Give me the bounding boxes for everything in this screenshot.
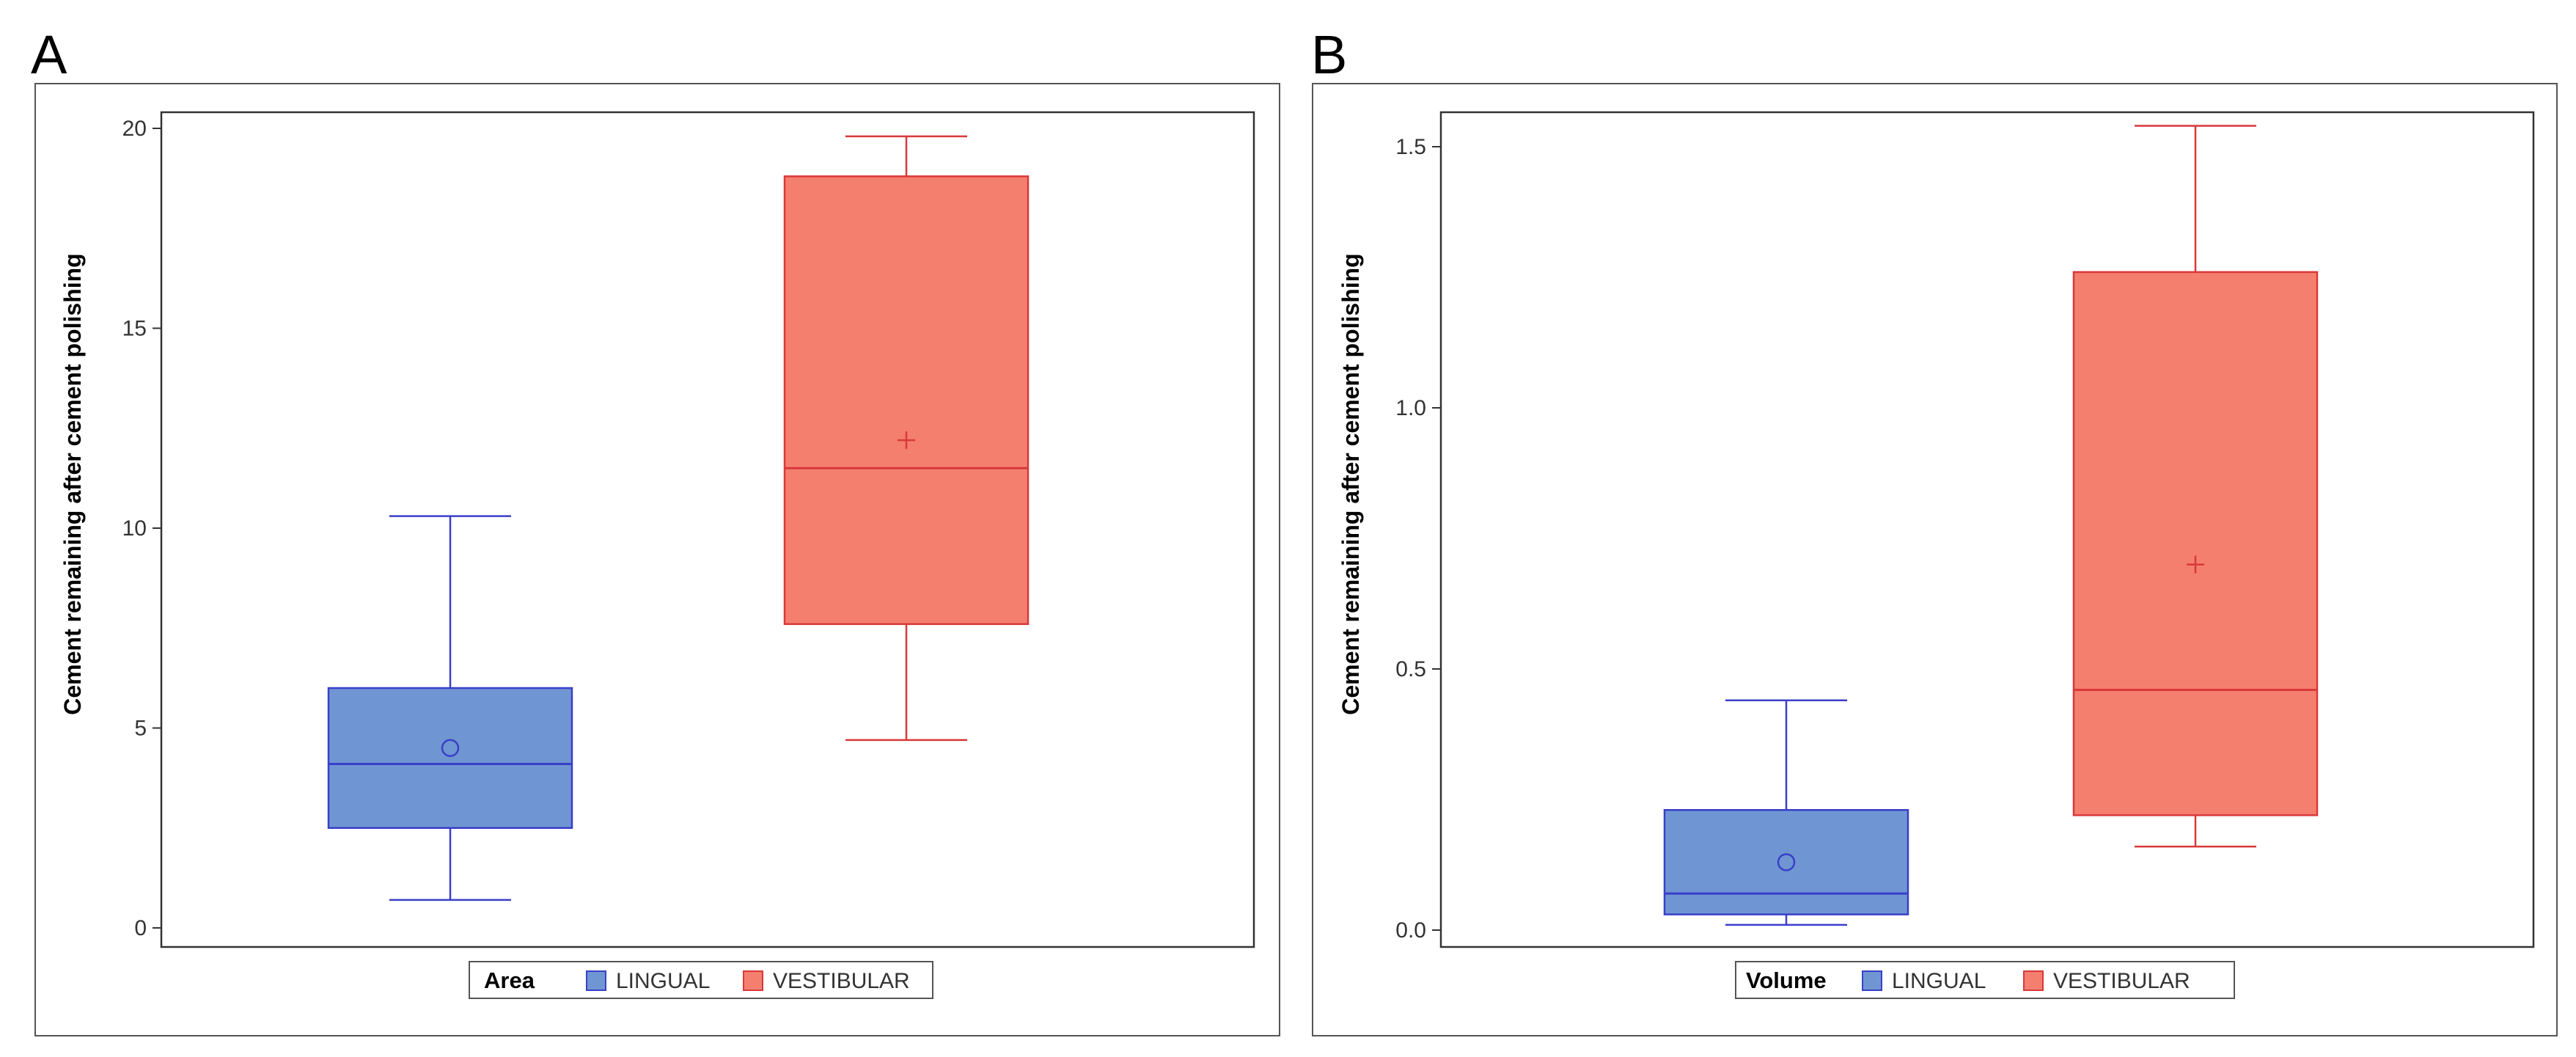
panel-a-legend-lingual-label: LINGUAL xyxy=(616,969,710,993)
panel-a-legend: Area LINGUAL VESTIBULAR xyxy=(469,961,933,999)
panel-b-legend: Volume LINGUAL VESTIBULAR xyxy=(1735,961,2235,999)
panel-b-legend-lingual-label: LINGUAL xyxy=(1892,969,1986,993)
panel-a-legend-lingual-swatch xyxy=(586,970,606,991)
box-lingual xyxy=(327,515,573,901)
panel-b: B Cement remaining after cement polishin… xyxy=(1311,24,2558,1036)
mean-marker xyxy=(441,739,460,757)
iqr-box xyxy=(783,175,1030,626)
panel-a-boxes xyxy=(327,135,1030,901)
panel-a-legend-title: Area xyxy=(484,968,535,993)
panel-b-letter: B xyxy=(1311,24,1347,85)
iqr-box xyxy=(1663,808,1909,915)
y-tick-label: 1.0 xyxy=(1395,396,1426,420)
panel-b-legend-frame xyxy=(1735,961,2235,999)
panel-b-plot-frame xyxy=(1439,111,2535,948)
mean-marker xyxy=(898,431,915,450)
box-vestibular xyxy=(783,135,1030,742)
y-tick-label: 1.5 xyxy=(1395,135,1426,159)
mean-marker xyxy=(1777,853,1796,871)
panel-b-legend-lingual-swatch xyxy=(1862,970,1882,991)
panel-a-y-axis-label: Cement remaining after cement polishing xyxy=(59,253,86,714)
panel-b-legend-vestibular-swatch xyxy=(2023,970,2044,991)
panel-b-y-axis: 0.0 0.5 1.0 1.5 xyxy=(1395,135,1441,943)
y-tick-label: 0.0 xyxy=(1395,918,1426,943)
panel-a: A Cement remaining after cement polishin… xyxy=(31,24,1280,1036)
panel-b-boxes xyxy=(1663,125,2319,926)
iqr-box xyxy=(327,687,573,829)
panel-a-legend-vestibular-label: VESTIBULAR xyxy=(773,969,910,993)
y-tick-label: 15 xyxy=(122,317,147,341)
panel-a-legend-frame xyxy=(469,961,933,999)
mean-marker xyxy=(2187,555,2204,574)
y-tick-label: 0.5 xyxy=(1395,657,1426,681)
y-tick-label: 5 xyxy=(134,717,147,741)
y-tick-label: 0 xyxy=(134,916,147,940)
panel-b-legend-title: Volume xyxy=(1746,968,1827,993)
y-tick-label: 20 xyxy=(122,117,147,141)
panel-a-y-axis: 0 5 10 15 20 xyxy=(122,117,161,940)
panel-a-letter: A xyxy=(31,24,67,85)
iqr-box xyxy=(2072,271,2319,816)
panel-a-plot-frame xyxy=(160,111,1255,948)
box-lingual xyxy=(1663,699,1909,926)
y-tick-label: 10 xyxy=(122,516,147,541)
panel-a-legend-vestibular-swatch xyxy=(743,970,763,991)
panel-b-legend-vestibular-label: VESTIBULAR xyxy=(2053,969,2190,993)
panel-b-y-axis-label: Cement remaining after cement polishing xyxy=(1337,253,1364,714)
box-vestibular xyxy=(2072,125,2319,848)
